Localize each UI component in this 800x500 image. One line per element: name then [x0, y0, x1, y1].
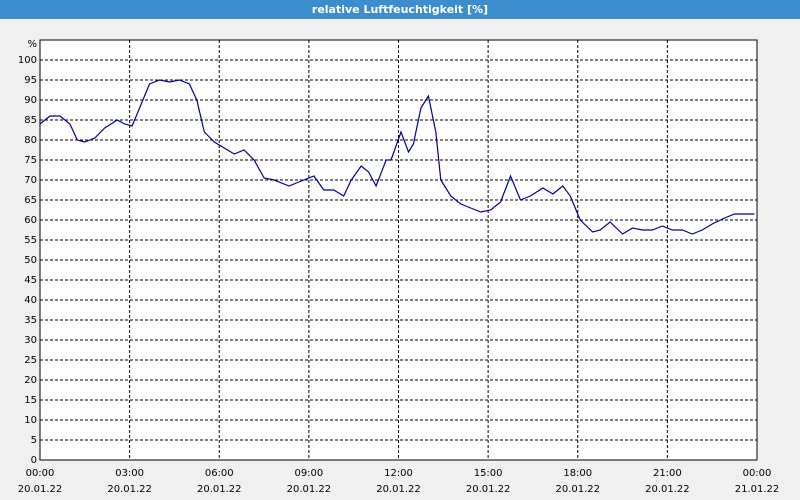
y-tick-label: 40	[24, 295, 37, 306]
y-tick-label: 85	[24, 115, 37, 126]
title-bar	[0, 0, 800, 19]
y-tick-label: 0	[31, 455, 37, 466]
x-tick-label: 12:00	[384, 468, 413, 479]
y-tick-label: 80	[24, 135, 37, 146]
y-tick-label: 100	[18, 55, 37, 66]
x-tick-label: 15:00	[474, 468, 503, 479]
x-tick-date: 20.01.22	[107, 484, 152, 495]
y-tick-label: 5	[31, 435, 37, 446]
y-tick-label: 15	[24, 395, 37, 406]
y-axis-label: %	[27, 39, 37, 50]
y-tick-label: 75	[24, 155, 37, 166]
x-tick-date: 20.01.22	[197, 484, 242, 495]
x-tick-label: 00:00	[743, 468, 772, 479]
y-tick-label: 60	[24, 215, 37, 226]
y-tick-label: 65	[24, 195, 37, 206]
y-tick-label: 90	[24, 95, 37, 106]
x-tick-label: 21:00	[653, 468, 682, 479]
x-tick-label: 00:00	[26, 468, 55, 479]
y-tick-label: 50	[24, 255, 37, 266]
chart-title: relative Luftfeuchtigkeit [%]	[312, 3, 488, 16]
data-line	[39, 79, 755, 235]
x-tick-label: 06:00	[205, 468, 234, 479]
y-tick-label: 10	[24, 415, 37, 426]
x-tick-date: 20.01.22	[376, 484, 421, 495]
x-tick-label: 03:00	[115, 468, 144, 479]
x-tick-date: 20.01.22	[555, 484, 600, 495]
x-tick-date: 20.01.22	[287, 484, 332, 495]
x-tick-label: 18:00	[563, 468, 592, 479]
y-tick-label: 35	[24, 315, 37, 326]
y-tick-label: 30	[24, 335, 37, 346]
y-tick-label: 25	[24, 355, 37, 366]
x-tick-label: 09:00	[294, 468, 323, 479]
y-tick-label: 20	[24, 375, 37, 386]
y-tick-label: 55	[24, 235, 37, 246]
x-tick-date: 20.01.22	[466, 484, 511, 495]
y-tick-label: 70	[24, 175, 37, 186]
y-tick-label: 95	[24, 75, 37, 86]
x-tick-date: 20.01.22	[645, 484, 690, 495]
y-tick-label: 45	[24, 275, 37, 286]
plot-border	[39, 39, 758, 461]
x-tick-date: 21.01.22	[735, 484, 780, 495]
x-tick-date: 20.01.22	[18, 484, 63, 495]
